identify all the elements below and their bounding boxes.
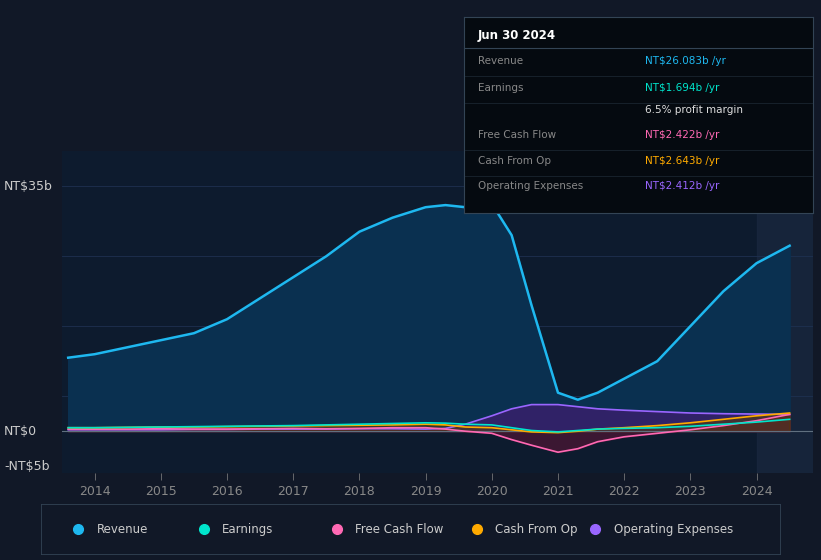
Text: Revenue: Revenue xyxy=(478,56,523,66)
Text: NT$26.083b /yr: NT$26.083b /yr xyxy=(645,56,727,66)
Text: -NT$5b: -NT$5b xyxy=(4,460,49,473)
Bar xyxy=(756,151,813,473)
Text: Jun 30 2024: Jun 30 2024 xyxy=(478,29,556,41)
Text: NT$2.422b /yr: NT$2.422b /yr xyxy=(645,130,720,141)
Text: NT$2.643b /yr: NT$2.643b /yr xyxy=(645,156,720,166)
Text: 6.5% profit margin: 6.5% profit margin xyxy=(645,105,743,115)
Text: Free Cash Flow: Free Cash Flow xyxy=(478,130,556,141)
Text: Earnings: Earnings xyxy=(222,522,273,536)
Text: Revenue: Revenue xyxy=(97,522,148,536)
Text: Earnings: Earnings xyxy=(478,83,523,94)
Text: NT$1.694b /yr: NT$1.694b /yr xyxy=(645,83,720,94)
Text: Operating Expenses: Operating Expenses xyxy=(478,181,583,192)
Text: Cash From Op: Cash From Op xyxy=(478,156,551,166)
Text: Cash From Op: Cash From Op xyxy=(496,522,578,536)
Text: NT$2.412b /yr: NT$2.412b /yr xyxy=(645,181,720,192)
Text: NT$35b: NT$35b xyxy=(4,180,53,193)
Text: Free Cash Flow: Free Cash Flow xyxy=(355,522,443,536)
Text: NT$0: NT$0 xyxy=(4,424,37,438)
Text: Operating Expenses: Operating Expenses xyxy=(613,522,733,536)
